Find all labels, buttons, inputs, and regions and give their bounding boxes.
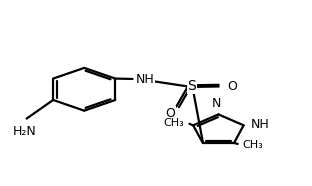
Text: H₂N: H₂N xyxy=(13,125,37,137)
Text: NH: NH xyxy=(135,73,154,86)
Text: O: O xyxy=(227,80,237,93)
Text: CH₃: CH₃ xyxy=(164,118,184,128)
Text: CH₃: CH₃ xyxy=(243,140,263,150)
Text: O: O xyxy=(165,107,175,120)
Text: N: N xyxy=(212,97,222,110)
Text: S: S xyxy=(188,79,196,94)
Text: NH: NH xyxy=(251,118,269,131)
